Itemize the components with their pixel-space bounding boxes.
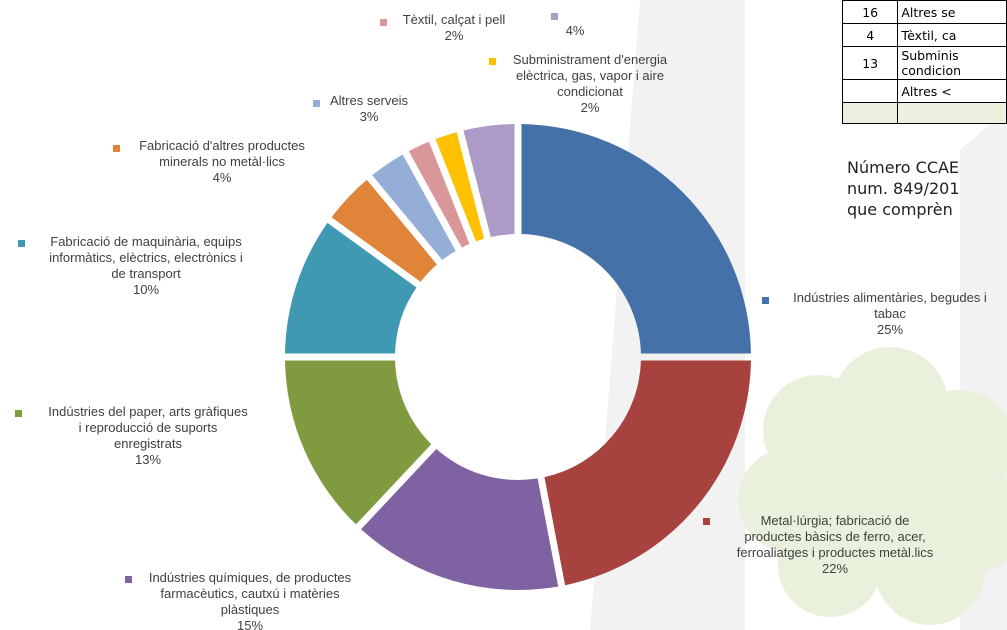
cloud-shape: [738, 347, 1007, 625]
slice-category-label: Indústries del paper, arts gràfiques: [48, 404, 248, 419]
legend-marker: [703, 518, 710, 525]
side-table-text-line: condicion: [901, 63, 962, 78]
legend-marker: [762, 297, 769, 304]
slice-category-label: Fabricació d'altres productes: [139, 138, 305, 153]
side-table-code: 13: [841, 46, 899, 80]
side-table-text: [897, 102, 1007, 124]
donut-slice: [521, 124, 751, 354]
slice-category-label: Metal·lúrgia; fabricació de: [761, 513, 910, 528]
slice-category-label: condicionat: [557, 84, 623, 99]
side-table-code: [841, 79, 899, 103]
donut-slice: [408, 141, 470, 248]
side-table-row: 13 Subminis condicion: [841, 46, 1007, 80]
legend-marker: [125, 576, 132, 583]
slice-label: 4%: [551, 13, 585, 38]
donut-slice: [331, 179, 437, 282]
slice-category-label: farmacèutics, cautxú i matèries: [160, 586, 340, 601]
side-table-text: Tèxtil, ca: [897, 23, 1007, 47]
slice-category-label: plàstiques: [221, 602, 280, 617]
slice-value-label: 2%: [445, 28, 464, 43]
slice-value-label: 15%: [237, 618, 263, 630]
slice-labels: Indústries alimentàries, begudes itabac2…: [15, 12, 987, 630]
legend-marker: [18, 240, 25, 247]
side-table: 16 Altres se 4 Tèxtil, ca 13 Subminis condicio…: [841, 0, 1007, 124]
side-table-body: 16 Altres se 4 Tèxtil, ca 13 Subminis condicio…: [841, 0, 1007, 124]
legend-marker: [15, 410, 22, 417]
slice-category-label: de transport: [111, 266, 181, 281]
side-table-row: 16 Altres se: [841, 0, 1007, 24]
slice-category-label: Indústries alimentàries, begudes i: [793, 290, 987, 305]
legend-marker: [313, 100, 320, 107]
note-line: num. 849/201: [847, 179, 960, 198]
slice-category-label: i reproducció de suports: [79, 420, 218, 435]
legend-marker: [489, 58, 496, 65]
slice-category-label: enregistrats: [114, 436, 182, 451]
legend-marker: [380, 19, 387, 26]
side-table-code: 16: [841, 0, 899, 24]
side-table-text: Altres <: [897, 79, 1007, 103]
donut-slice: [463, 124, 515, 238]
note-text: Número CCAE num. 849/201 que comprèn: [847, 157, 960, 220]
donut-slices: [285, 124, 751, 590]
slice-category-label: Indústries químiques, de productes: [149, 570, 352, 585]
side-table-code: [841, 102, 899, 124]
slice-label: Indústries químiques, de productesfarmac…: [125, 570, 352, 630]
donut-slice: [361, 449, 559, 590]
slice-value-label: 10%: [133, 282, 159, 297]
slice-category-label: elèctrica, gas, vapor i aire: [516, 68, 664, 83]
side-table-row: 4 Tèxtil, ca: [841, 23, 1007, 47]
slice-value-label: 4%: [566, 23, 585, 38]
slice-label: Fabricació de maquinària, equipsinformàt…: [18, 234, 243, 297]
slice-value-label: 13%: [135, 452, 161, 467]
slice-value-label: 4%: [213, 170, 232, 185]
slice-category-label: Subministrament d'energia: [513, 52, 668, 67]
slice-category-label: tabac: [874, 306, 906, 321]
side-table-text-line: Subminis: [901, 48, 959, 63]
donut-slice: [285, 360, 432, 525]
slice-category-label: ferroaliatges i productes metàl.lics: [737, 545, 934, 560]
slice-label: Indústries alimentàries, begudes itabac2…: [762, 290, 987, 337]
note-line: Número CCAE: [847, 158, 960, 177]
slice-category-label: Fabricació de maquinària, equips: [50, 234, 242, 249]
donut-slice: [435, 132, 485, 242]
slice-value-label: 2%: [581, 100, 600, 115]
legend-marker: [551, 13, 558, 20]
slice-category-label: minerals no metàl·lics: [159, 154, 285, 169]
side-table-row: [841, 102, 1007, 124]
legend-marker: [113, 145, 120, 152]
slice-category-label: productes bàsics de ferro, acer,: [744, 529, 925, 544]
slice-category-label: Altres serveis: [330, 93, 409, 108]
donut-slice: [285, 222, 417, 354]
side-table-text: Subminis condicion: [897, 46, 1007, 80]
slice-category-label: informàtics, elèctrics, electrònics i: [49, 250, 243, 265]
slice-category-label: Tèxtil, calçat i pell: [403, 12, 506, 27]
side-table-code: 4: [841, 23, 899, 47]
side-table-row: Altres <: [841, 79, 1007, 103]
side-table-text: Altres se: [897, 0, 1007, 24]
slice-value-label: 25%: [877, 322, 903, 337]
donut-slice: [544, 360, 751, 586]
slice-value-label: 3%: [360, 109, 379, 124]
note-line: que comprèn: [847, 200, 953, 219]
slice-value-label: 22%: [822, 561, 848, 576]
donut-slice: [372, 154, 456, 261]
